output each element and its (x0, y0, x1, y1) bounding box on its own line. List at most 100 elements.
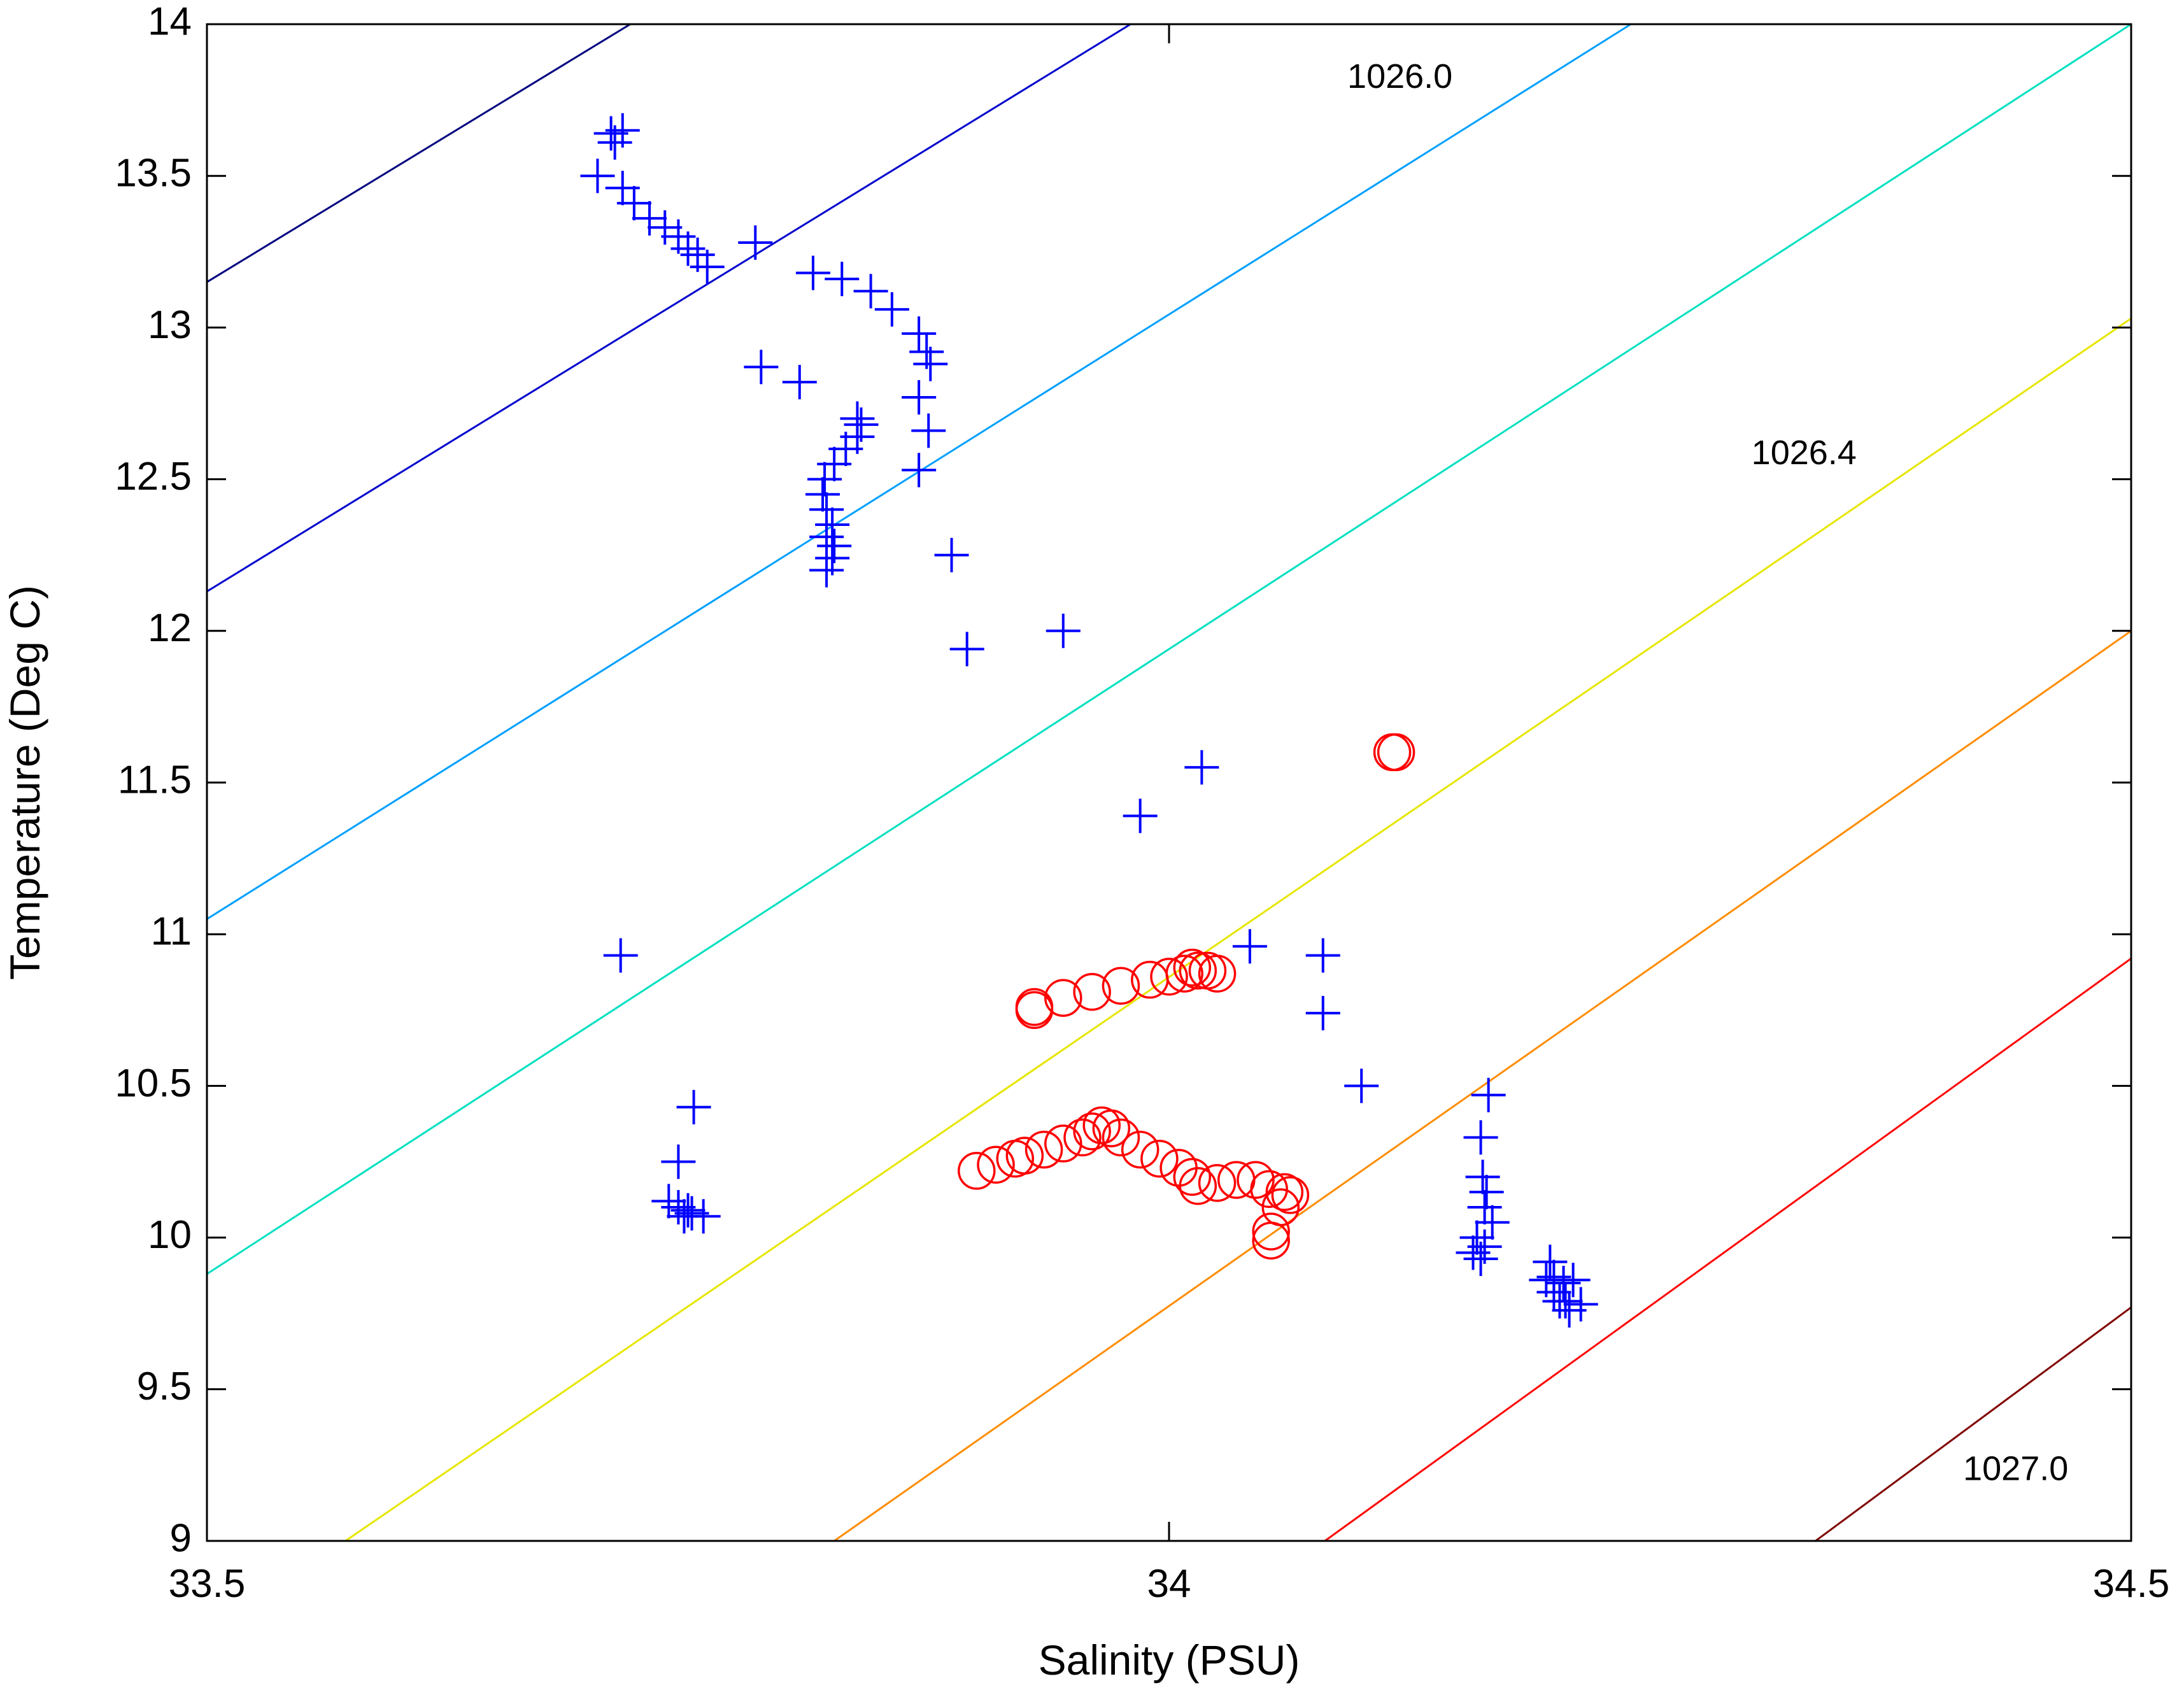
plus-marker (661, 1189, 696, 1224)
y-axis-title: Temperature (Deg C) (1, 585, 48, 980)
plus-marker (1344, 1068, 1379, 1103)
circle-marker (1073, 1112, 1111, 1151)
plus-marker (1536, 1259, 1571, 1294)
circle-marker (1265, 1173, 1304, 1211)
data-markers (580, 113, 1598, 1328)
plus-marker (597, 125, 632, 160)
circle-marker (1165, 954, 1203, 993)
y-tick-label: 10 (148, 1213, 192, 1257)
circle-marker (1005, 1137, 1044, 1175)
plus-marker (648, 210, 683, 245)
plus-marker (603, 938, 638, 973)
circle-marker (977, 1145, 1015, 1184)
circle-marker (1237, 1161, 1275, 1199)
plus-marker (1459, 1220, 1494, 1255)
y-tick-label: 13 (148, 303, 192, 347)
plus-marker (853, 274, 888, 309)
plus-marker (690, 250, 725, 285)
plus-marker (632, 201, 667, 236)
circle-marker (1063, 1118, 1102, 1157)
density-contour-line (1324, 958, 2131, 1541)
plus-marker (1463, 1120, 1498, 1155)
x-tick-label: 34.5 (2093, 1562, 2170, 1606)
plus-marker (1305, 938, 1340, 973)
y-tick-label: 14 (148, 0, 192, 43)
y-tick-label: 11 (151, 910, 192, 954)
plus-marker (825, 262, 860, 297)
circle-marker (1173, 1158, 1212, 1196)
x-axis-ticks: 33.5 34 34.5 (169, 24, 2170, 1606)
circle-marker (1092, 1109, 1131, 1147)
plus-marker (809, 520, 844, 555)
y-tick-label: 11.5 (118, 758, 192, 802)
circle-marker (1102, 1118, 1140, 1157)
circle-marker (1271, 1176, 1310, 1214)
plus-marker (670, 1193, 706, 1228)
density-contour-line (1815, 1306, 2131, 1541)
plus-marker (1184, 750, 1219, 785)
density-contour-line (207, 24, 631, 283)
plus-marker (902, 379, 937, 415)
plus-marker (902, 453, 937, 488)
plus-marker (949, 632, 984, 667)
contour-label: 1026.0 (1347, 57, 1452, 96)
contour-label: 1027.0 (1963, 1450, 2068, 1488)
plus-marker (1463, 1241, 1498, 1276)
contour-label: 1026.4 (1752, 434, 1857, 472)
plus-marker (1305, 996, 1340, 1031)
plus-marker (744, 350, 779, 385)
y-tick-label: 12 (148, 606, 192, 650)
circle-marker (1198, 954, 1237, 993)
plus-marker (817, 446, 852, 481)
circle-marker (1252, 1212, 1290, 1251)
plus-marker (580, 159, 615, 194)
plus-marker (667, 1199, 702, 1234)
plus-marker (676, 1089, 711, 1124)
circle-marker (1250, 1170, 1288, 1209)
circle-marker (1150, 958, 1188, 996)
density-contour-labels: 1026.0 1026.4 1027.0 (1347, 57, 2068, 1488)
circle-marker (1044, 1124, 1082, 1163)
plus-marker (1546, 1266, 1581, 1301)
circle-marker (1179, 1167, 1217, 1205)
plus-marker (651, 1184, 686, 1219)
plus-marker (902, 316, 937, 351)
plot-area (207, 24, 2131, 1541)
circle-marker (1179, 951, 1217, 990)
plus-marker (616, 186, 651, 221)
plus-marker (738, 225, 773, 260)
plus-marker (782, 365, 817, 400)
plus-marker (670, 231, 706, 266)
y-tick-label: 10.5 (115, 1061, 192, 1105)
plus-marker (1533, 1244, 1568, 1279)
density-contour-line (207, 24, 1131, 593)
plus-marker (807, 462, 842, 497)
circle-marker (1102, 967, 1140, 1005)
plus-marker (1469, 1175, 1504, 1210)
plus-marker (1123, 798, 1158, 833)
circle-marker (1015, 988, 1054, 1026)
density-contour-line (207, 24, 2131, 1275)
circle-marker (1198, 1164, 1237, 1202)
circle-marker (958, 1152, 996, 1190)
y-tick-label: 9.5 (137, 1365, 192, 1408)
plus-marker (874, 292, 909, 327)
circle-marker (1044, 979, 1082, 1017)
circle-marker (1377, 733, 1415, 772)
plus-marker (661, 1144, 696, 1179)
plus-marker (1465, 1159, 1500, 1195)
plus-marker (1556, 1263, 1591, 1298)
plus-marker (1563, 1287, 1598, 1322)
circle-marker (1140, 1139, 1179, 1178)
plus-marker (934, 537, 969, 572)
plus-marker (1471, 1077, 1506, 1112)
plus-marker (1046, 613, 1081, 648)
density-contour-line (833, 630, 2131, 1541)
circle-marker (1025, 1130, 1063, 1169)
x-tick-label: 34 (1147, 1562, 1191, 1606)
x-tick-label: 33.5 (169, 1562, 246, 1606)
y-tick-label: 12.5 (115, 455, 192, 499)
plus-marker (795, 255, 830, 290)
y-tick-label: 13.5 (115, 152, 192, 195)
